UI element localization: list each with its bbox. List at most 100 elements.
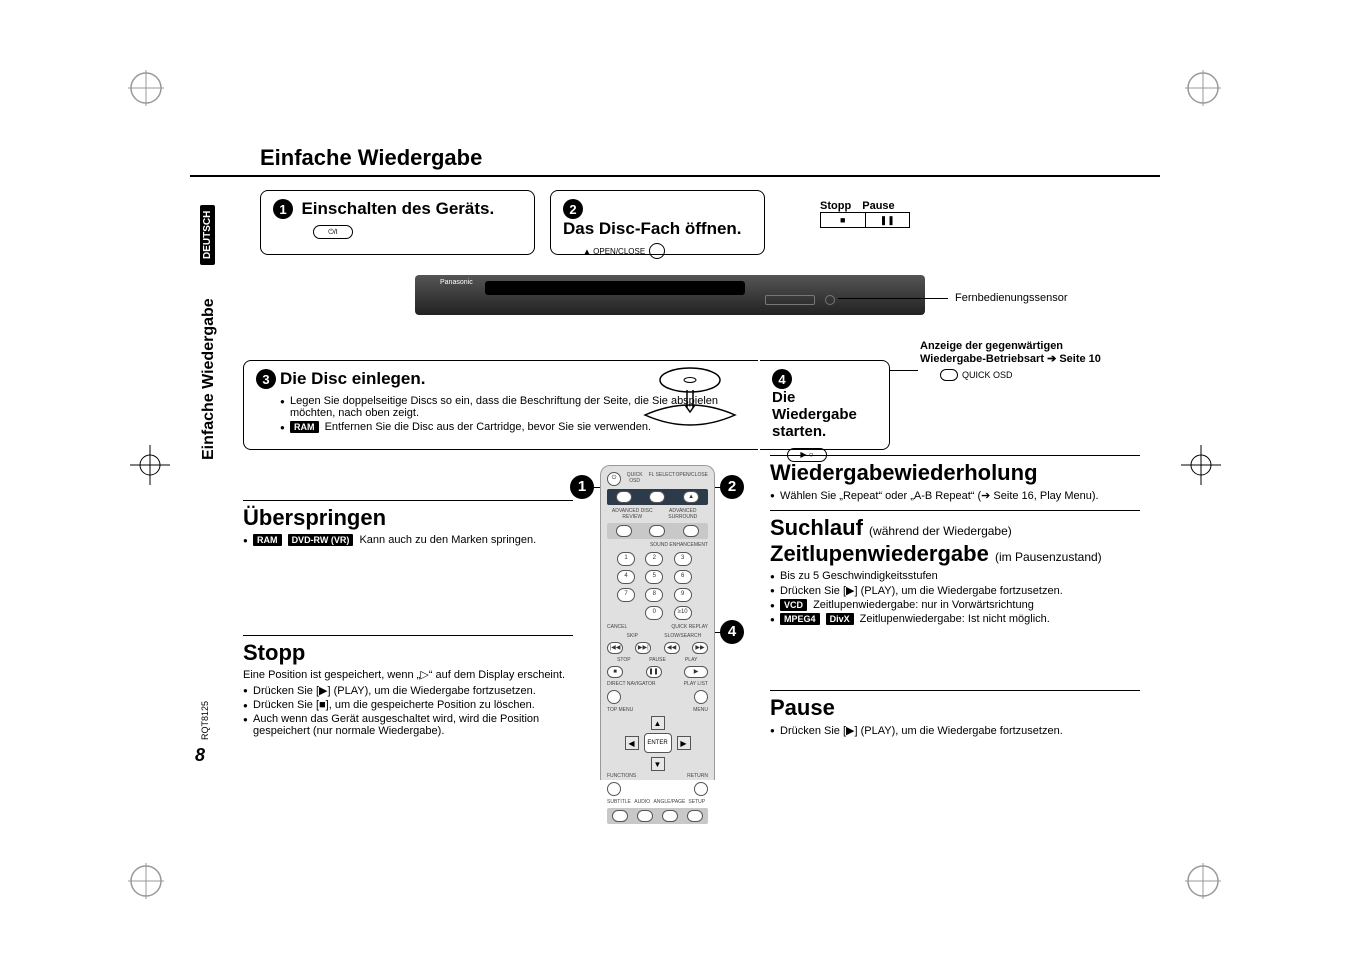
remote-subtitle-label: SUBTITLE <box>607 799 631 805</box>
ueberspringen-bullet: RAM DVD-RW (VR) Kann auch zu den Marken … <box>243 534 573 546</box>
suchlauf-b3: VCD Zeitlupenwiedergabe: nur in Vorwärts… <box>770 599 1140 611</box>
stopp-b3: Auch wenn das Gerät ausgeschaltet wird, … <box>243 713 573 737</box>
remote-skip-next-icon: ▶▶| <box>635 642 651 654</box>
remote-btn-b <box>649 491 665 503</box>
remote-right-icon: ▶ <box>677 736 691 750</box>
step-3-badge: 3 <box>256 369 276 389</box>
step-1-title: Einschalten des Geräts. <box>301 199 494 219</box>
step-4-title: Die Wiedergabe starten. <box>772 389 877 440</box>
remote-return-label: RETURN <box>687 773 708 779</box>
remote-left-icon: ◀ <box>625 736 639 750</box>
zeitlupe-title: Zeitlupenwiedergabe (im Pausenzustand) <box>770 541 1140 567</box>
remote-num-3: 3 <box>674 552 692 566</box>
sensor-lead-line <box>838 298 948 299</box>
remote-rew-icon: ◀◀ <box>664 642 680 654</box>
step-3-bullet-2-text: Entfernen Sie die Disc aus der Cartridge… <box>325 421 652 433</box>
remote-down-icon: ▼ <box>651 757 665 771</box>
remote-play-list-btn <box>694 690 708 704</box>
remote-num-6: 6 <box>674 570 692 584</box>
page-number: 8 <box>195 745 205 766</box>
remote-btn-a <box>616 491 632 503</box>
language-label: DEUTSCH <box>200 205 215 265</box>
remote-direct-nav-label: DIRECT NAVIGATOR <box>607 681 656 687</box>
suchlauf-b4: MPEG4 DivX Zeitlupenwiedergabe: Ist nich… <box>770 613 1140 625</box>
remote-num-5: 5 <box>645 570 663 584</box>
pause-title: Pause <box>770 690 1140 721</box>
remote-play-icon: ▶ <box>684 666 708 678</box>
remote-num-1: 1 <box>617 552 635 566</box>
disc-insert-illustration <box>625 360 755 435</box>
callout-2-badge: 2 <box>720 475 744 499</box>
section-ueberspringen: Überspringen RAM DVD-RW (VR) Kann auch z… <box>243 500 573 548</box>
section-stopp: Stopp Eine Position ist gespeichert, wen… <box>243 635 573 739</box>
step-1-box: 1 Einschalten des Geräts. ⏻/I <box>260 190 535 255</box>
remote-direct-nav-btn <box>607 690 621 704</box>
crop-mark-bl <box>128 863 164 899</box>
crop-mark-tr <box>1185 70 1221 106</box>
wiederholung-b1: Wählen Sie „Repeat“ oder „A-B Repeat“ (➔… <box>770 489 1140 502</box>
step-1-badge: 1 <box>273 199 293 219</box>
remote-num-0: 0 <box>645 606 663 620</box>
stop-button-icon: ■ <box>821 213 866 227</box>
stop-pause-buttons: ■ ❚❚ <box>820 212 910 228</box>
quick-osd-button-icon <box>940 369 958 381</box>
stop-pause-panel: Stopp Pause ■ ❚❚ <box>820 200 1130 228</box>
ueberspringen-text: Kann auch zu den Marken springen. <box>359 534 536 546</box>
open-close-label: ▲ OPEN/CLOSE <box>583 247 645 256</box>
open-close-icon: ▲ OPEN/CLOSE <box>583 243 665 259</box>
remote-num-blank <box>617 606 635 620</box>
suchlauf-b4-text: Zeitlupenwiedergabe: Ist nicht möglich. <box>860 613 1050 625</box>
section-pause: Pause Drücken Sie [▶] (PLAY), um die Wie… <box>770 690 1140 739</box>
suchlauf-t1-sub: (während der Wiedergabe) <box>869 524 1012 538</box>
remote-fl-select-label: FL SELECT <box>648 472 675 486</box>
page-title: Einfache Wiedergabe <box>260 145 482 171</box>
remote-functions-btn <box>607 782 621 796</box>
remote-advanced-label: ADVANCED DISC REVIEW <box>607 508 658 520</box>
suchlauf-t1: Suchlauf <box>770 515 863 540</box>
remote-mid-bank <box>607 523 708 539</box>
remote-bottom-bank <box>607 808 708 824</box>
remote-numpad: 1 2 3 4 5 6 7 8 9 0 ≥10 <box>617 552 698 620</box>
remote-power-icon: ⏻ <box>607 472 621 486</box>
remote-num-4: 4 <box>617 570 635 584</box>
step-4-box: 4 Die Wiedergabe starten. ▶ ○ <box>760 360 890 450</box>
remote-functions-label: FUNCTIONS <box>607 773 636 779</box>
crop-mark-tl <box>128 70 164 106</box>
doc-id: RQT8125 <box>200 701 210 740</box>
stop-label: Stopp <box>820 200 851 212</box>
remote-play-list-label: PLAY LIST <box>684 681 708 687</box>
stopp-para: Eine Position ist gespeichert, wenn „▷“ … <box>243 668 573 681</box>
quick-osd-row: QUICK OSD <box>940 369 1013 381</box>
crop-mark-br <box>1185 863 1221 899</box>
remote-audio-label: AUDIO <box>631 799 654 805</box>
suchlauf-title: Suchlauf (während der Wiedergabe) <box>770 510 1140 541</box>
remote-num-2: 2 <box>645 552 663 566</box>
pause-label: Pause <box>862 200 894 212</box>
anzeige-line-1: Anzeige der gegenwärtigen <box>920 340 1145 352</box>
section-suchlauf: Suchlauf (während der Wiedergabe) Zeitlu… <box>770 510 1140 627</box>
sensor-label: Fernbedienungssensor <box>955 292 1068 304</box>
stopp-b1: Drücken Sie [▶] (PLAY), um die Wiedergab… <box>243 684 573 697</box>
remote-skip-label: SKIP <box>607 633 658 639</box>
callout-4-badge: 4 <box>720 620 744 644</box>
remote-up-icon: ▲ <box>651 716 665 730</box>
anzeige-line-2a: Wiedergabe-Betriebsart <box>920 353 1047 365</box>
player-display-icon <box>765 295 815 305</box>
remote-btn-f <box>683 525 699 537</box>
suchlauf-b2: Drücken Sie [▶] (PLAY), um die Wiedergab… <box>770 584 1140 597</box>
section-wiederholung: Wiedergabewiederholung Wählen Sie „Repea… <box>770 455 1140 504</box>
remote-pause-icon: ❚❚ <box>646 666 662 678</box>
ueberspringen-title: Überspringen <box>243 500 573 531</box>
remote-advanced2-label: ADVANCED SURROUND <box>658 508 709 520</box>
reg-mark-left <box>130 445 170 485</box>
remote-btn-c: ▲ <box>683 491 699 503</box>
reg-mark-right <box>1181 445 1221 485</box>
step-3-title: Die Disc einlegen. <box>280 369 426 389</box>
title-rule <box>190 175 1160 177</box>
remote-subtitle-btn <box>612 810 628 822</box>
remote-sound-label: SOUND ENHANCEMENT <box>607 542 708 548</box>
remote-quick-replay-label: QUICK REPLAY <box>671 624 708 630</box>
remote-top-menu-label: TOP MENU <box>607 707 633 713</box>
remote-btn-d <box>616 525 632 537</box>
step-2-box: 2 Das Disc-Fach öffnen. ▲ OPEN/CLOSE <box>550 190 765 255</box>
